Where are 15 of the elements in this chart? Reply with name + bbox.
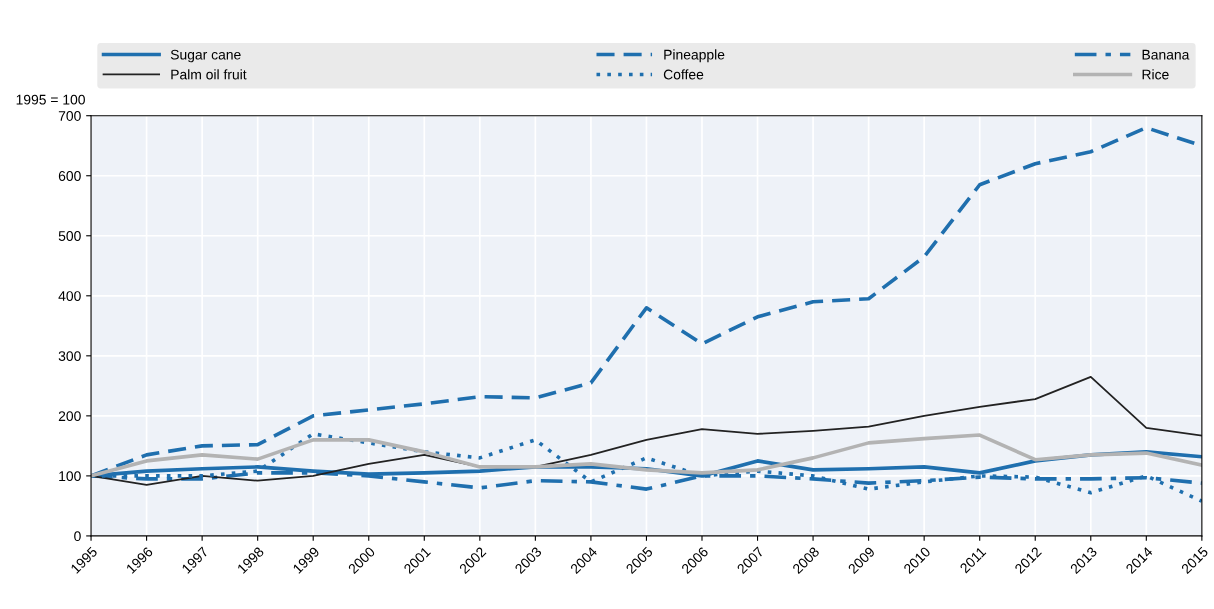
legend-label: Palm oil fruit xyxy=(171,69,247,80)
legend-label: Banana xyxy=(1142,49,1190,60)
y-tick-label: 400 xyxy=(58,291,81,301)
legend-label: Rice xyxy=(1142,69,1169,80)
legend-label: Sugar cane xyxy=(170,49,241,63)
legend-label: Coffee xyxy=(663,69,704,80)
y-tick-label: 300 xyxy=(58,351,81,361)
y-tick-label: 700 xyxy=(58,111,81,121)
legend-label: Pineapple xyxy=(664,49,725,63)
y-tick-label: 0 xyxy=(74,531,81,542)
y-axis-title: 1995 = 100 xyxy=(16,94,85,105)
y-tick-label: 600 xyxy=(58,171,81,181)
y-tick-label: 100 xyxy=(59,471,81,482)
y-tick-label: 500 xyxy=(58,231,81,241)
y-tick-label: 200 xyxy=(58,411,81,422)
